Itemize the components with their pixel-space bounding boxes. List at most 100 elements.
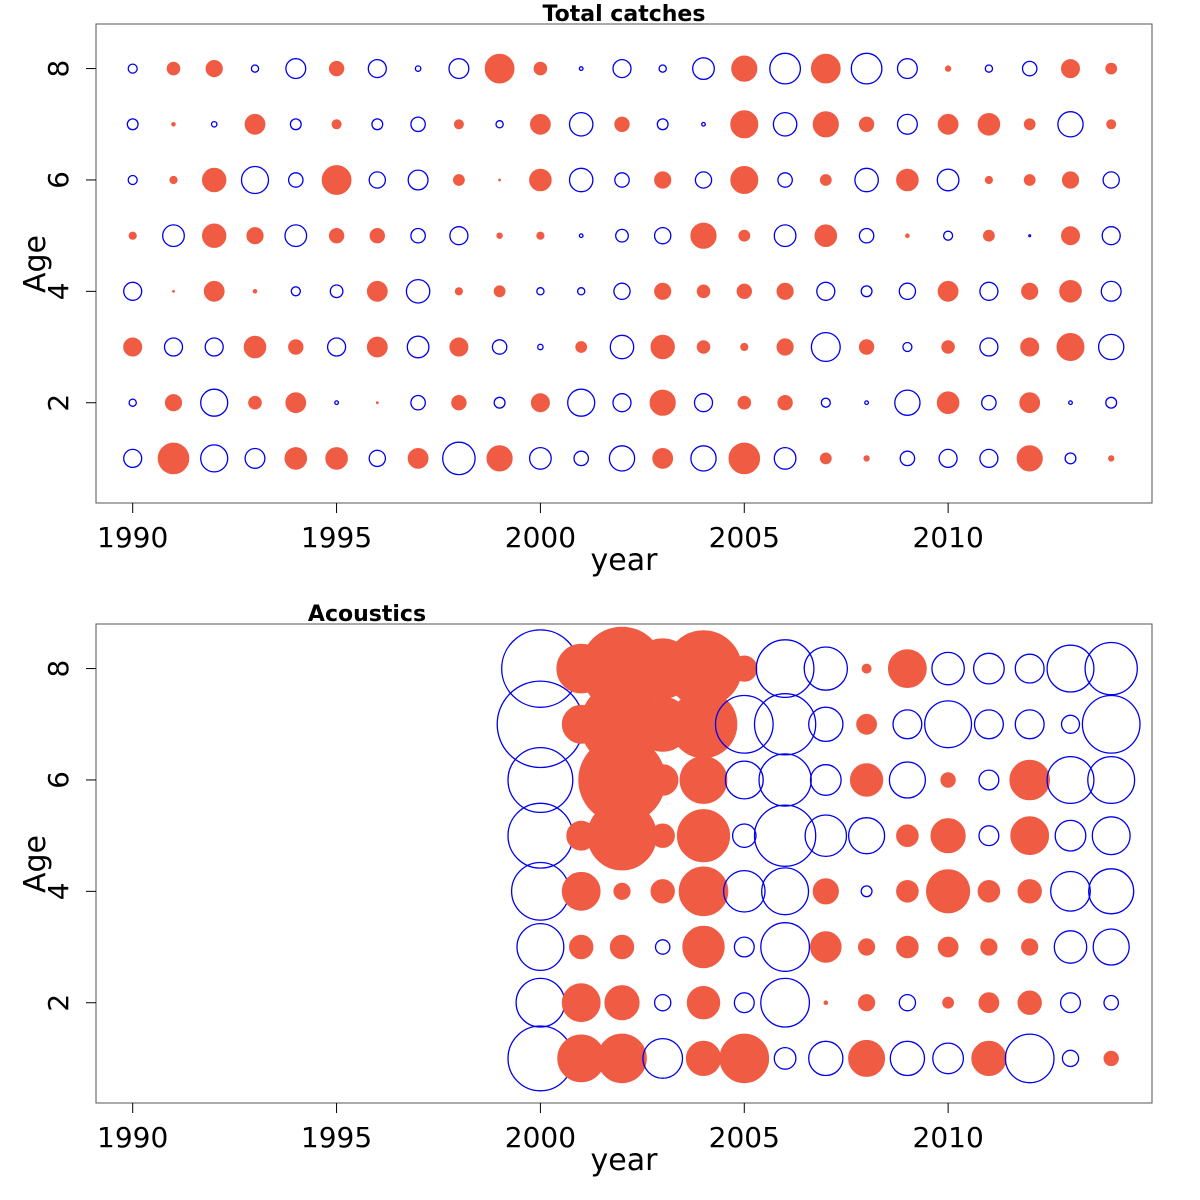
bubble-2014-age-5 xyxy=(1101,226,1121,246)
bubble-2003-age-7 xyxy=(656,118,669,131)
bubble-layer-acoustics xyxy=(496,626,1141,1092)
bubble-2013-age-6 xyxy=(1046,755,1095,805)
bubble-2000-age-3 xyxy=(537,343,544,351)
bubble-2009-age-3 xyxy=(896,935,919,959)
bubble-2006-age-1 xyxy=(773,1046,797,1070)
bubble-2011-age-1 xyxy=(979,448,999,469)
bubble-2003-age-4 xyxy=(650,879,675,904)
bubble-2000-age-4 xyxy=(536,287,545,296)
bubble-1999-age-5 xyxy=(496,232,503,239)
bubble-2013-age-7 xyxy=(1057,111,1084,138)
bubble-1993-age-7 xyxy=(244,113,266,135)
bubble-2001-age-2 xyxy=(561,983,601,1023)
bubble-1990-age-7 xyxy=(126,118,139,131)
bubble-1990-age-6 xyxy=(127,174,138,186)
bubble-2000-age-7 xyxy=(530,113,551,135)
bubble-2003-age-4 xyxy=(654,282,672,300)
bubble-1991-age-8 xyxy=(166,61,181,76)
bubble-1991-age-3 xyxy=(163,337,184,357)
bubble-2012-age-5 xyxy=(1028,234,1032,238)
bubble-2014-age-4 xyxy=(1088,868,1135,915)
bubble-2004-age-4 xyxy=(696,284,711,299)
bubble-2002-age-8 xyxy=(612,58,632,79)
bubble-2012-age-8 xyxy=(1014,653,1045,684)
bubble-2004-age-4 xyxy=(678,866,729,917)
bubble-2007-age-1 xyxy=(808,1040,844,1077)
bubble-1998-age-7 xyxy=(453,119,464,130)
bubble-1992-age-1 xyxy=(200,444,229,473)
bubble-2007-age-6 xyxy=(809,764,842,796)
bubble-2001-age-2 xyxy=(567,388,596,417)
bubble-1999-age-2 xyxy=(493,396,506,409)
bubble-1997-age-1 xyxy=(407,448,429,469)
bubble-2004-age-3 xyxy=(696,340,711,354)
bubble-1990-age-3 xyxy=(123,337,143,357)
bubble-2012-age-7 xyxy=(1014,709,1045,740)
bubble-1999-age-1 xyxy=(486,445,513,472)
bubble-2001-age-6 xyxy=(568,167,594,193)
bubble-2005-age-3 xyxy=(733,936,755,958)
y-axis-label-total-catches: Age xyxy=(18,235,53,293)
bubble-2009-age-1 xyxy=(899,450,916,467)
bubble-2010-age-6 xyxy=(940,772,956,788)
bubble-1998-age-5 xyxy=(449,226,469,246)
bubble-1990-age-8 xyxy=(127,63,138,74)
bubble-2010-age-8 xyxy=(931,651,965,686)
bubble-2013-age-8 xyxy=(1046,644,1095,693)
bubble-2007-age-7 xyxy=(808,706,844,743)
bubble-1994-age-6 xyxy=(287,172,304,188)
x-tick-label-1995: 1995 xyxy=(301,1121,372,1154)
bubble-2003-age-1 xyxy=(652,448,674,469)
bubble-1991-age-1 xyxy=(157,442,190,475)
bubble-2002-age-4 xyxy=(613,882,631,900)
bubble-1999-age-6 xyxy=(498,178,502,182)
bubble-1996-age-4 xyxy=(366,280,388,302)
y-tick-label-2: 2 xyxy=(42,394,75,412)
bubble-1994-age-4 xyxy=(290,286,301,297)
bubble-2013-age-4 xyxy=(1050,870,1091,912)
bubble-1993-age-3 xyxy=(243,335,267,359)
bubble-2012-age-1 xyxy=(1004,1033,1055,1084)
bubble-2007-age-5 xyxy=(814,224,838,247)
bubble-1995-age-2 xyxy=(334,400,340,406)
bubble-2008-age-3 xyxy=(858,339,875,355)
bubble-2010-age-2 xyxy=(936,391,960,415)
bubble-2007-age-2 xyxy=(823,1000,829,1006)
bubble-2008-age-5 xyxy=(847,817,886,855)
bubble-2000-age-3 xyxy=(516,922,565,972)
bubble-1997-age-8 xyxy=(414,65,422,72)
bubble-2014-age-5 xyxy=(1091,816,1131,856)
bubble-2013-age-6 xyxy=(1061,171,1080,189)
bubble-1994-age-1 xyxy=(284,447,308,470)
bubble-1993-age-1 xyxy=(244,447,266,469)
bubble-1990-age-4 xyxy=(123,281,143,301)
bubble-2009-age-2 xyxy=(898,993,917,1012)
bubble-1996-age-8 xyxy=(367,58,387,79)
bubble-2008-age-8 xyxy=(850,52,883,85)
bubble-2004-age-8 xyxy=(665,630,742,707)
bubble-1997-age-7 xyxy=(410,116,426,133)
bubble-2009-age-7 xyxy=(892,709,923,740)
bubble-2005-age-4 xyxy=(736,283,752,299)
bubble-2006-age-6 xyxy=(777,172,793,188)
bubble-2003-age-8 xyxy=(658,64,667,73)
bubble-2000-age-4 xyxy=(510,861,570,921)
bubble-1991-age-7 xyxy=(171,122,176,127)
bubble-2008-age-7 xyxy=(858,116,875,133)
bubble-2007-age-7 xyxy=(812,111,839,138)
bubble-2003-age-3 xyxy=(650,334,675,360)
bubble-2005-age-8 xyxy=(731,655,758,682)
bubble-2006-age-3 xyxy=(776,338,794,356)
bubble-2004-age-8 xyxy=(692,57,715,81)
bubble-2006-age-1 xyxy=(773,446,797,470)
x-axis-acoustics: 1990 1995 2000 2005 2010 xyxy=(97,1103,984,1154)
bubble-1993-age-4 xyxy=(252,289,258,294)
bubble-2001-age-4 xyxy=(561,871,601,911)
bubble-1992-age-4 xyxy=(203,280,225,302)
y-axis-label-acoustics: Age xyxy=(18,835,53,893)
bubble-1998-age-1 xyxy=(442,441,476,476)
bubble-2009-age-8 xyxy=(888,649,927,688)
bubble-2014-age-6 xyxy=(1087,755,1136,805)
bubble-2003-age-5 xyxy=(650,823,675,848)
bubble-2006-age-3 xyxy=(760,922,811,972)
